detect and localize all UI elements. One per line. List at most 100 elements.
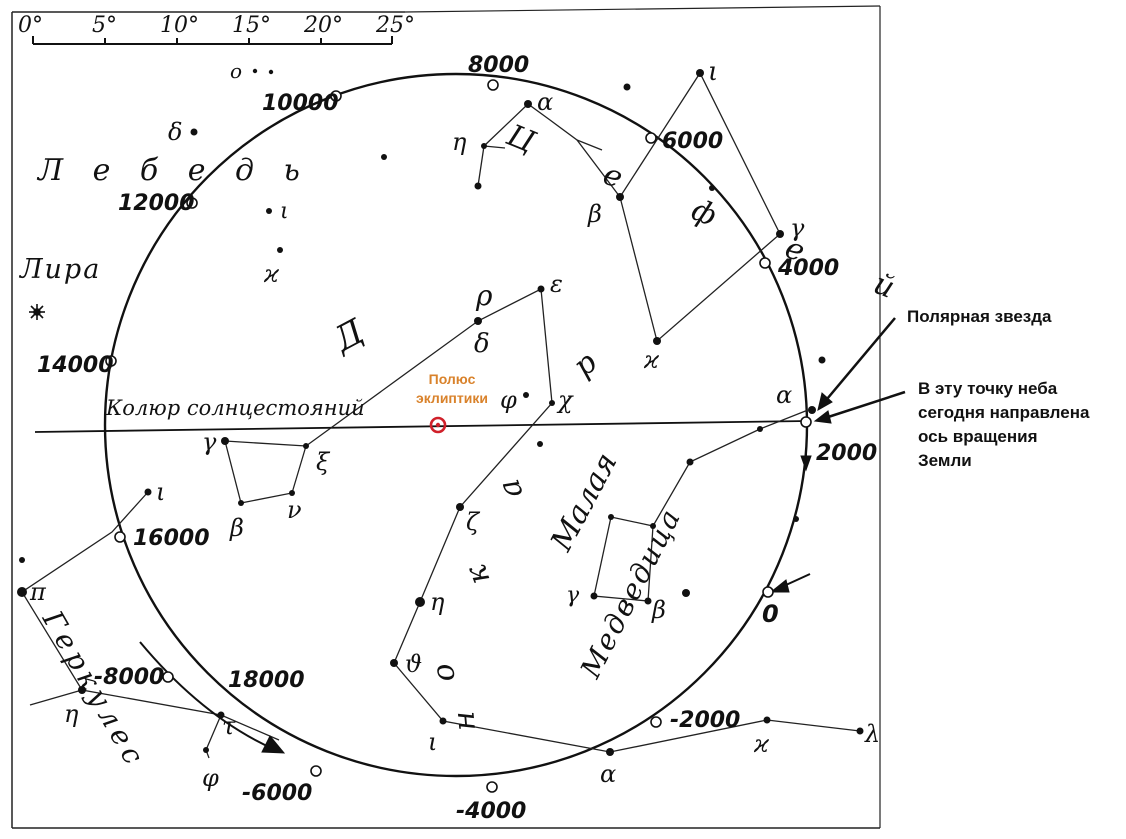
ecliptic-pole-label-line1: Полюс (429, 371, 476, 387)
star (303, 443, 309, 449)
annotation-axis-line3: ось вращения (918, 427, 1038, 446)
draco-lines (224, 287, 861, 753)
year-label-2000: 2000 (816, 441, 877, 466)
star-label: ε (550, 270, 563, 298)
star (289, 490, 295, 496)
star-label: ϰ (753, 730, 770, 758)
scale-tick-20: 20° (303, 13, 343, 38)
star (793, 516, 799, 522)
star (856, 727, 864, 735)
star (623, 83, 631, 91)
scale-tick-5: 5° (92, 13, 117, 38)
annotation-axis-line1: В эту точку неба (918, 379, 1058, 398)
star-label: β (587, 200, 602, 228)
star-label: χ (556, 386, 574, 414)
year-label-minus-8000: -8000 (94, 665, 164, 690)
star (696, 69, 704, 77)
hercules-lines (21, 491, 280, 741)
star (808, 406, 816, 414)
solstitial-colure-line (34, 420, 809, 433)
star-label: ϰ (643, 346, 660, 374)
star (19, 557, 25, 563)
year-label-14000: 14000 (37, 353, 114, 378)
year-label-6000: 6000 (662, 129, 723, 154)
star-label: γ (790, 214, 805, 242)
constellation-draco-k: к (458, 560, 497, 589)
constellation-draco-n: н (446, 710, 483, 733)
constellation-cygnus: Л е б е д ь (36, 153, 310, 188)
ursa-minor-lines (593, 409, 809, 602)
star-label: τ (222, 712, 236, 740)
star-label: ϑ (405, 650, 422, 678)
star (78, 686, 86, 694)
vega-star (29, 304, 45, 320)
star (474, 182, 482, 190)
year-label-minus-6000: -6000 (242, 781, 312, 806)
star (390, 659, 398, 667)
star-label: о (230, 59, 242, 83)
precession-arrows (139, 448, 812, 754)
star (268, 69, 274, 75)
star (590, 592, 598, 600)
star-label: ν (287, 496, 302, 524)
star (763, 716, 771, 724)
star (439, 717, 447, 725)
year-label-minus-4000: -4000 (456, 799, 526, 824)
star-label: ι (428, 728, 437, 756)
annotation-axis-line2: сегодня направлена (918, 403, 1090, 422)
ecliptic-pole-label-line2: эклиптики (416, 390, 488, 406)
star (537, 441, 543, 447)
star (709, 185, 715, 191)
year-labels: 8000 10000 12000 14000 16000 18000 -8000… (37, 53, 877, 824)
star (190, 128, 198, 136)
cepheus-lines (477, 71, 781, 343)
right-annotations: Полярная звезда В эту точку неба сегодня… (907, 307, 1090, 470)
star (238, 500, 244, 506)
star-label: φ (202, 764, 219, 792)
star-label: ρ (475, 279, 493, 312)
annotation-axis-line4: Земли (918, 451, 972, 470)
star-label: η (452, 128, 467, 156)
star-label: π (29, 578, 47, 606)
star (608, 514, 614, 520)
ecliptic-pole-marker (429, 416, 447, 434)
star-label: ι (280, 199, 289, 224)
star (474, 317, 482, 325)
solstitial-colure-label: Колюр солнцестояний (105, 396, 365, 420)
star (776, 230, 784, 238)
scale-tick-10: 10° (160, 13, 199, 38)
year-label-16000: 16000 (133, 526, 210, 551)
star-label: δ (168, 118, 182, 146)
star-label: β (229, 514, 244, 542)
star (523, 392, 529, 398)
star (252, 68, 258, 74)
year-marker-circles (105, 79, 812, 793)
annotation-pointers (813, 317, 906, 424)
star (266, 208, 272, 214)
star-label: β (651, 596, 666, 624)
star (217, 711, 225, 719)
star-label: ι (708, 57, 718, 87)
constellation-ursa-minor-2: Медведица (573, 503, 687, 684)
star (549, 400, 555, 406)
stars (17, 68, 864, 756)
star (481, 143, 487, 149)
star-label: ζ (466, 508, 481, 536)
star (650, 523, 656, 529)
year-label-8000: 8000 (468, 53, 529, 78)
constellation-draco-o: о (425, 661, 463, 685)
star (537, 285, 545, 293)
star (818, 356, 826, 364)
constellation-draco-a: а (492, 474, 531, 503)
scale-tick-25: 25° (375, 13, 415, 38)
star (144, 488, 152, 496)
star-label: α (600, 760, 616, 788)
star (644, 597, 652, 605)
constellation-lyra: Лира (18, 254, 101, 285)
year-label-18000: 18000 (228, 668, 305, 693)
star (616, 193, 624, 201)
year-label-12000: 12000 (118, 191, 195, 216)
star-label: η (64, 700, 79, 728)
star-label: ϰ (263, 260, 280, 288)
